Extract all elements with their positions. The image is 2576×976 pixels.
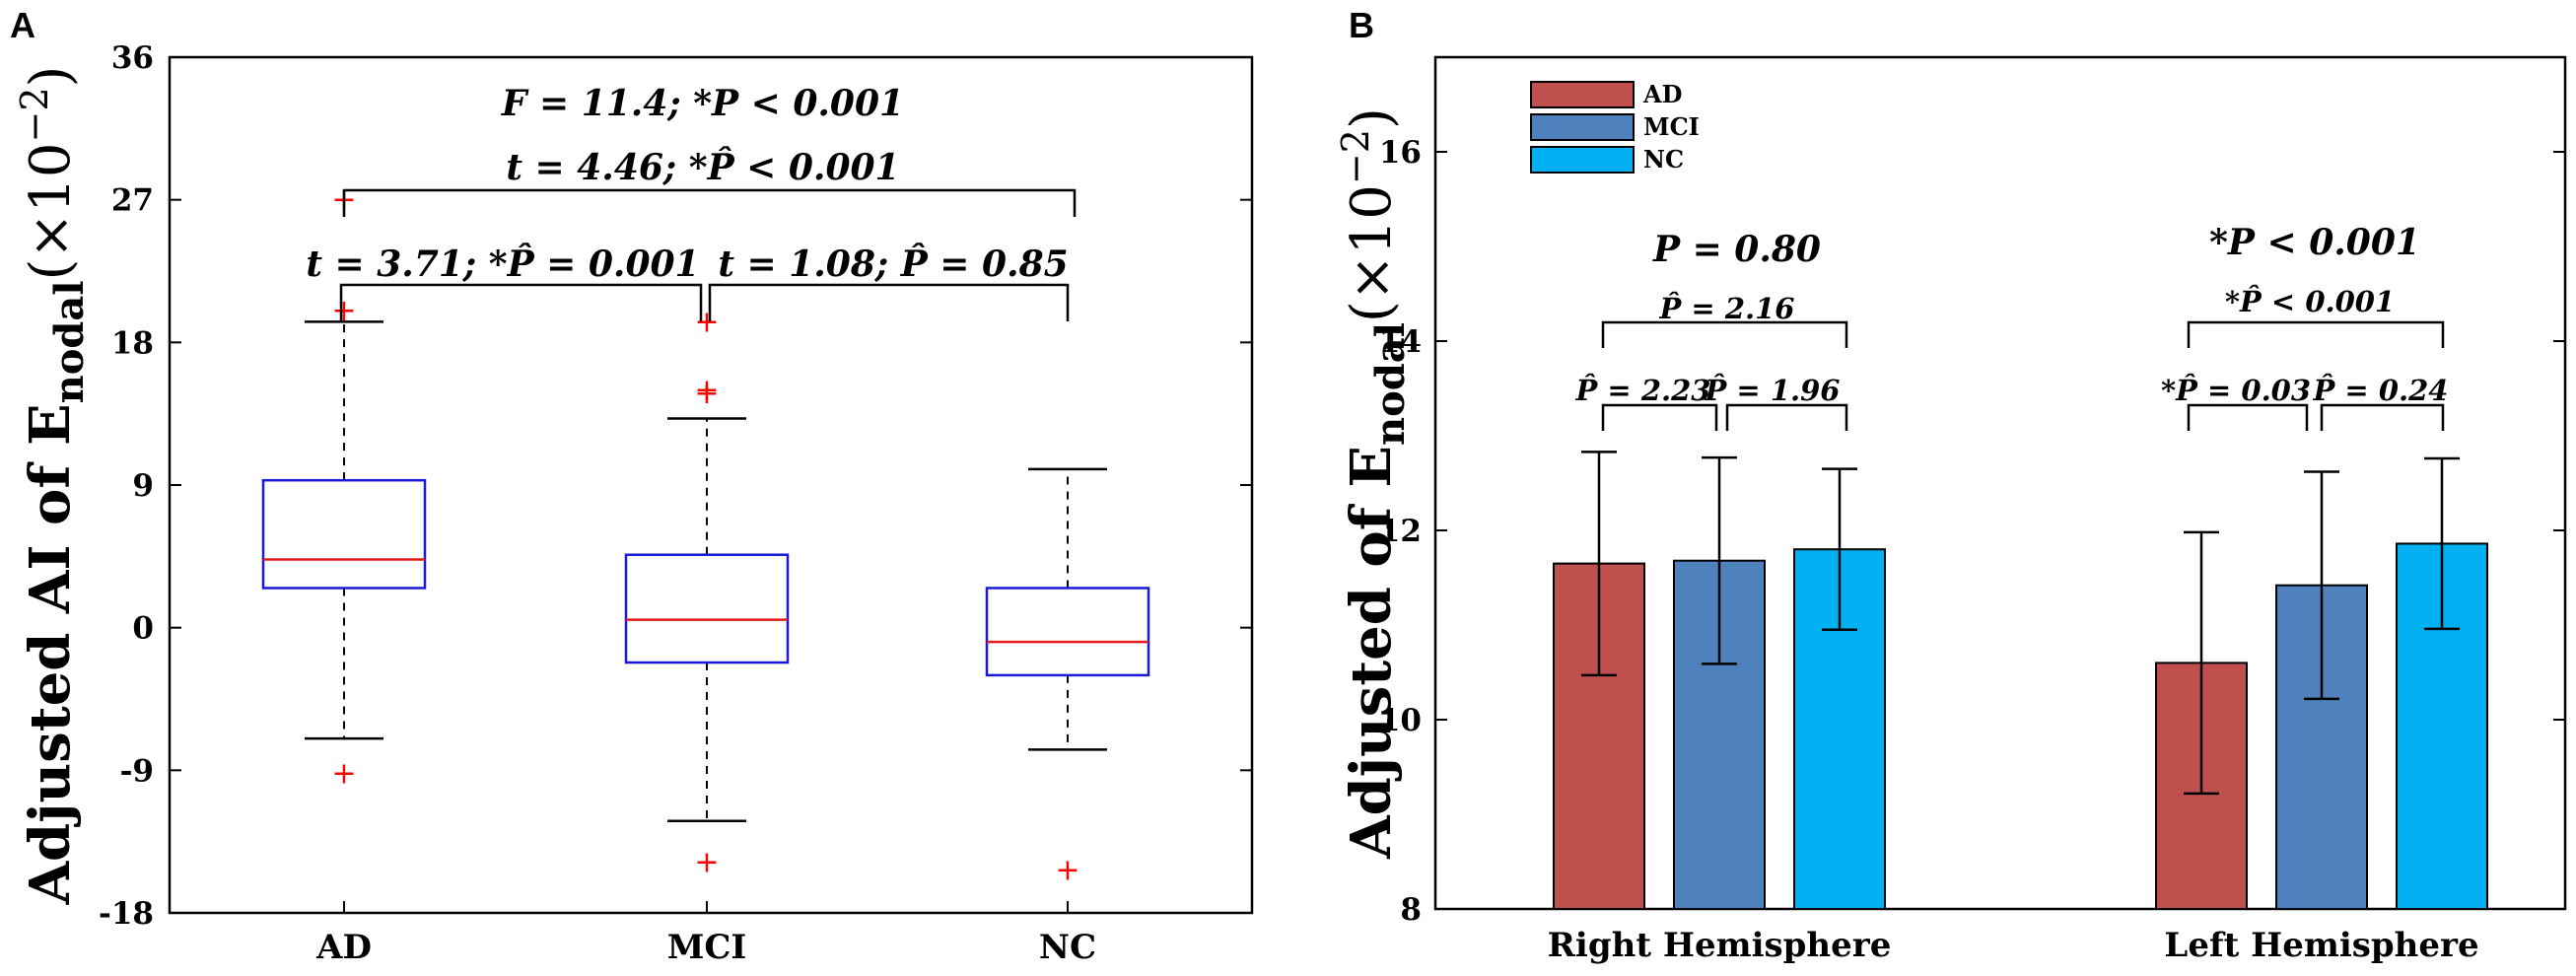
panel-b-x-ticks: Right Hemisphere Left Hemisphere (1548, 897, 2479, 965)
panel-a-annotation-ad-nc: t = 4.46; *P̂ < 0.001 (506, 146, 899, 188)
box-outlier: + (694, 305, 719, 339)
panel-b-bars (1553, 451, 2488, 911)
panel-b-y-axis-label: Adjusted of Enodal(×10−2) (1334, 107, 1414, 860)
legend-swatch-mci (1530, 113, 1635, 141)
panel-a-ylabel-main: Adjusted AI of E (18, 403, 83, 905)
panel-a-brackets (339, 188, 1077, 321)
bracket-left-mci-nc (2320, 403, 2445, 431)
box-outlier: + (331, 757, 356, 792)
panel-b-y-tick-label: 10 (1379, 703, 1422, 738)
panel-b-annotation-left-mci-nc: P̂ = 0.24 (2313, 374, 2449, 407)
panel-a-ylabel-suffix: (×10 (19, 142, 83, 280)
panel-b-y-tick-label: 16 (1379, 135, 1422, 171)
panel-a-y-tick-label: 18 (111, 325, 154, 361)
box-outlier: + (694, 377, 719, 411)
panel-a-label: A (10, 5, 35, 45)
panel-b-ylabel-main: Adjusted of E (1339, 446, 1404, 860)
panel-b-x-tick-label: Right Hemisphere (1548, 926, 1892, 965)
box-iqr (624, 553, 790, 664)
box-iqr (985, 587, 1150, 677)
panel-a-y-tick-label: -18 (99, 896, 154, 932)
bracket-right-ad-mci (1601, 403, 1718, 431)
panel-b-legend: AD MCI NC (1530, 80, 1700, 174)
box-outlier: + (331, 294, 356, 328)
panel-b-annotation-left-ad-mci: *P̂ = 0.03 (2161, 374, 2311, 407)
panel-a-ylabel-close: ) (19, 66, 83, 88)
panel-a-annotation-mci-nc: t = 1.08; P̂ = 0.85 (718, 243, 1068, 285)
panel-b-axes-box (1433, 55, 2567, 911)
panel-a-annotation-ad-mci: t = 3.71; *P̂ = 0.001 (306, 243, 699, 285)
panel-b-y-tick-label: 8 (1400, 892, 1422, 928)
panel-b-annotation-left-ad-nc: *P̂ < 0.001 (2225, 285, 2395, 318)
bracket-ad-mci (339, 283, 703, 321)
panel-a-y-tick-label: 9 (132, 468, 154, 504)
legend-swatch-nc (1530, 146, 1635, 174)
panel-a-y-axis-label: Adjusted AI of Enodal(×10−2) (13, 66, 93, 906)
panel-b-ylabel-close: ) (1340, 107, 1404, 129)
box-outlier: + (694, 374, 719, 408)
box-iqr (261, 478, 427, 590)
panel-a-y-tick-label: 27 (111, 183, 154, 219)
bracket-ad-nc (342, 188, 1077, 217)
panel-b-annotation-right-ad-nc: P̂ = 2.16 (1659, 292, 1795, 325)
panel-a-y-tick-label: 36 (111, 40, 154, 76)
panel-a-ylabel-exp: −2 (13, 87, 56, 142)
panel-a-annotation-overall: F = 11.4; *P < 0.001 (501, 83, 904, 124)
panel-a-y-tick-label: 0 (132, 611, 154, 647)
bracket-left-ad-mci (2187, 403, 2309, 431)
bracket-right-mci-nc (1725, 403, 1848, 431)
panel-b-label: B (1349, 5, 1374, 45)
panel-a-boxes: ++++++++ (261, 183, 1150, 888)
panel-b-y-tick-label: 14 (1379, 324, 1422, 360)
panel-b-x-tick-label: Left Hemisphere (2164, 926, 2478, 965)
legend-label-mci: MCI (1643, 112, 1700, 141)
box-outlier: + (1055, 854, 1079, 888)
panel-a-x-ticks: AD MCI NC (315, 901, 1096, 967)
panel-b-annotation-right-overall: P = 0.80 (1652, 229, 1821, 270)
box-outlier: + (694, 846, 719, 880)
legend-swatch-ad (1530, 81, 1635, 108)
panel-b-annotation-left-overall: *P < 0.001 (2209, 222, 2420, 263)
panel-a-ylabel-sub: nodal (46, 281, 93, 404)
bracket-left-ad-nc (2187, 320, 2445, 348)
bracket-right-ad-nc (1601, 320, 1848, 348)
panel-b-y-tick-label: 12 (1379, 514, 1422, 549)
panel-a-x-tick-label: NC (1039, 928, 1096, 967)
bracket-mci-nc (708, 283, 1070, 321)
panel-a-x-tick-label: MCI (667, 928, 747, 967)
panel-b-brackets (1601, 320, 2445, 431)
legend-label-ad: AD (1642, 80, 1682, 108)
panel-a-y-ticks: -18 -9 0 9 18 27 36 (99, 40, 1252, 932)
panel-b-ylabel-exp: −2 (1334, 129, 1377, 184)
panel-b-y-ticks: 8 10 12 14 16 (1379, 135, 2565, 928)
panel-a-y-tick-label: -9 (120, 753, 154, 789)
panel-b-ylabel-sub: nodal (1367, 322, 1414, 446)
panel-b-ylabel-suffix: (×10 (1340, 184, 1404, 322)
panel-b-chart: 8 10 12 14 16 Right Hemisphere Left Hemispher… (1334, 55, 2567, 965)
panel-a-x-tick-label: AD (315, 928, 372, 967)
legend-label-nc: NC (1643, 145, 1684, 174)
panel-b-annotation-right-mci-nc: P̂ = 1.96 (1705, 374, 1841, 407)
panel-b-annotation-right-ad-mci: P̂ = 2.23 (1575, 374, 1711, 407)
